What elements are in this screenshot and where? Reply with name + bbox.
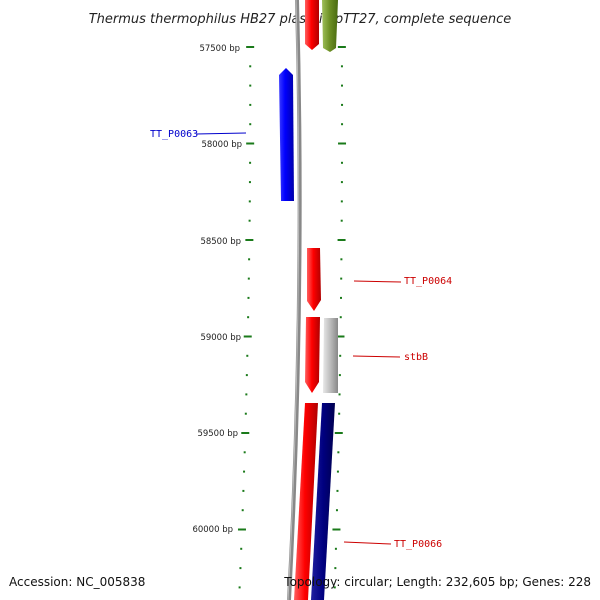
leader-line (352, 355, 401, 358)
gene-label-stbB[interactable]: stbB (352, 352, 428, 363)
leader-line (195, 132, 247, 135)
position-label: 59000 bp (200, 333, 241, 343)
gene-name: stbB (404, 352, 428, 363)
position-labels: 57500 bp 58000 bp 58500 bp 59000 bp 5950… (192, 44, 242, 535)
position-label: 59500 bp (197, 429, 238, 439)
plasmid-backbone (287, 0, 302, 600)
topology-text: Topology: circular; Length: 232,605 bp; … (283, 575, 591, 589)
map-title: Thermus thermophilus HB27 plasmid pTT27,… (89, 12, 512, 27)
right-tick-track (332, 46, 347, 589)
gene-TT_P0066[interactable] (311, 403, 335, 600)
gene-red-inner[interactable] (305, 317, 320, 393)
position-label: 57500 bp (199, 44, 240, 54)
gene-label-TT_P0066[interactable]: TT_P0066 (343, 539, 442, 550)
gene-red-top[interactable] (305, 0, 319, 50)
left-tick-track (237, 46, 255, 589)
gene-olive-top[interactable] (322, 0, 338, 52)
gene-TT_P0064[interactable] (307, 248, 321, 311)
gene-stbB[interactable] (323, 318, 338, 393)
gene-red-bottom[interactable] (294, 403, 318, 600)
gene-name: TT_P0064 (404, 276, 452, 287)
position-label: 58500 bp (200, 237, 241, 247)
gene-name: TT_P0066 (394, 539, 442, 550)
leader-line (353, 280, 402, 283)
gene-label-TT_P0064[interactable]: TT_P0064 (353, 276, 452, 287)
accession-text: Accession: NC_005838 (9, 575, 145, 589)
position-label: 60000 bp (192, 525, 233, 535)
gene-name: TT_P0063 (150, 129, 198, 140)
plasmid-backbone-highlight (287, 0, 300, 600)
leader-line (343, 541, 392, 545)
gene-TT_P0063[interactable] (279, 68, 294, 201)
gene-label-TT_P0063[interactable]: TT_P0063 (150, 129, 247, 140)
position-label: 58000 bp (201, 140, 242, 150)
